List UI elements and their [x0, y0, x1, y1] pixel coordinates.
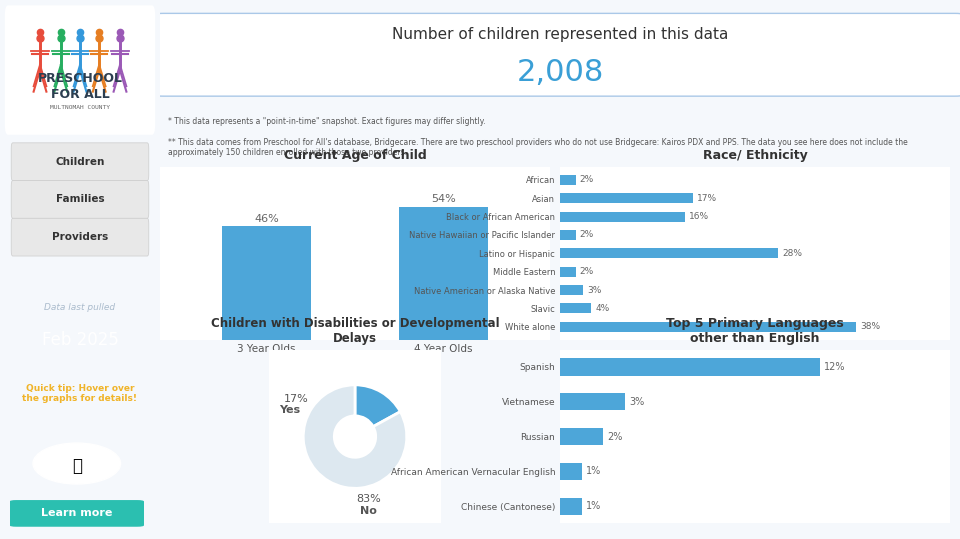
Bar — [560, 230, 576, 240]
Text: 2,008: 2,008 — [516, 58, 604, 87]
Text: 28%: 28% — [782, 249, 803, 258]
Text: 1%: 1% — [586, 466, 601, 476]
Text: 54%: 54% — [431, 194, 456, 204]
Text: 2%: 2% — [580, 267, 593, 276]
Text: PRESCHOOL: PRESCHOOL — [37, 72, 123, 85]
Wedge shape — [355, 385, 400, 427]
Bar — [560, 248, 779, 258]
Bar — [560, 322, 856, 331]
FancyBboxPatch shape — [156, 13, 960, 96]
Text: Families: Families — [56, 195, 105, 204]
Text: 3%: 3% — [588, 286, 602, 294]
Text: 2%: 2% — [608, 432, 623, 441]
Text: 83%: 83% — [356, 494, 381, 503]
FancyBboxPatch shape — [5, 5, 156, 135]
Bar — [560, 175, 576, 185]
FancyBboxPatch shape — [12, 181, 149, 218]
Bar — [560, 285, 584, 295]
Bar — [560, 303, 591, 313]
Text: Number of children represented in this data: Number of children represented in this d… — [392, 27, 729, 43]
Text: Yes: Yes — [279, 405, 300, 416]
FancyBboxPatch shape — [552, 347, 958, 526]
Text: 2%: 2% — [580, 176, 593, 184]
Title: Current Age of Child: Current Age of Child — [283, 149, 426, 162]
Bar — [560, 428, 603, 445]
Title: Children with Disabilities or Developmental
Delays: Children with Disabilities or Developmen… — [210, 317, 499, 345]
Bar — [399, 206, 488, 340]
Text: ** This data comes from Preschool for All's database, Bridgecare. There are two : ** This data comes from Preschool for Al… — [168, 138, 908, 157]
Title: Top 5 Primary Languages
other than English: Top 5 Primary Languages other than Engli… — [666, 317, 844, 345]
Text: Quick tip: Hover over
the graphs for details!: Quick tip: Hover over the graphs for det… — [22, 384, 137, 403]
Bar — [560, 212, 684, 222]
Text: Children: Children — [56, 157, 105, 167]
FancyBboxPatch shape — [12, 143, 149, 181]
Circle shape — [33, 443, 121, 484]
Text: 2%: 2% — [580, 231, 593, 239]
Text: Feb 2025: Feb 2025 — [41, 330, 118, 349]
Text: FOR ALL: FOR ALL — [51, 88, 109, 101]
Text: 3%: 3% — [630, 397, 644, 407]
Text: 📋: 📋 — [72, 457, 82, 475]
Text: 4%: 4% — [595, 304, 610, 313]
Text: Data last pulled: Data last pulled — [44, 303, 115, 312]
FancyBboxPatch shape — [153, 164, 558, 343]
Bar — [560, 497, 582, 515]
Text: No: No — [360, 506, 377, 516]
Text: 38%: 38% — [860, 322, 880, 331]
Text: Learn more: Learn more — [41, 508, 112, 519]
Text: MULTNOMAH COUNTY: MULTNOMAH COUNTY — [50, 105, 110, 110]
Text: 16%: 16% — [688, 212, 708, 221]
Bar — [560, 462, 582, 480]
Text: 17%: 17% — [697, 194, 716, 203]
Bar — [222, 226, 311, 340]
Title: Race/ Ethnicity: Race/ Ethnicity — [703, 149, 807, 162]
FancyBboxPatch shape — [12, 218, 149, 256]
Text: Providers: Providers — [52, 232, 108, 242]
Bar — [560, 358, 820, 376]
Bar — [560, 267, 576, 277]
Text: * This data represents a "point-in-time" snapshot. Exact figures may differ slig: * This data represents a "point-in-time"… — [168, 118, 486, 126]
Bar — [560, 393, 625, 411]
FancyBboxPatch shape — [552, 164, 958, 343]
Text: 1%: 1% — [586, 501, 601, 512]
Wedge shape — [303, 385, 407, 488]
Text: 17%: 17% — [284, 393, 309, 404]
Text: 46%: 46% — [254, 214, 278, 224]
Bar — [560, 194, 692, 203]
FancyBboxPatch shape — [265, 347, 444, 526]
Text: 12%: 12% — [825, 362, 846, 372]
FancyBboxPatch shape — [10, 500, 144, 527]
